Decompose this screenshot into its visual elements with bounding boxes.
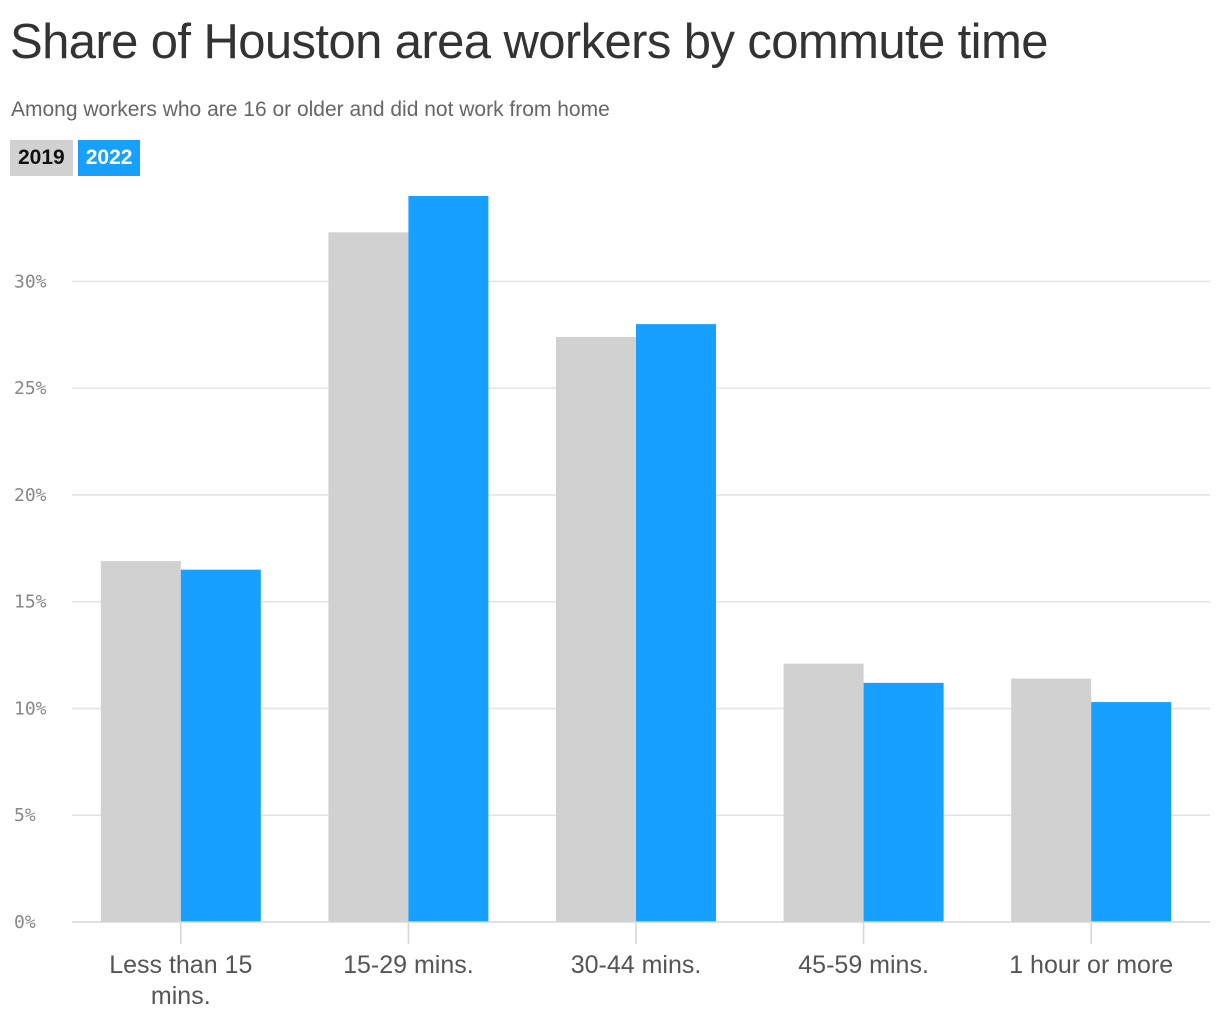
x-tick-label: 15-29 mins.	[343, 951, 474, 979]
y-tick-label: 25%	[14, 378, 47, 399]
bar-2022	[180, 569, 261, 922]
x-tick-label: Less than 15 mins.	[109, 951, 252, 1010]
y-axis-labels: 0% 5% 10% 15% 20% 25% 30%	[14, 271, 47, 933]
chart-title: Share of Houston area workers by commute…	[10, 15, 1048, 69]
x-axis-labels: Less than 15 mins. 15-29 mins. 30-44 mins. 4…	[109, 951, 1173, 1010]
bar-2022	[863, 682, 944, 922]
y-tick-label: 5%	[14, 805, 36, 826]
bar-2019	[328, 232, 409, 923]
y-tick-label: 15%	[14, 592, 47, 613]
bar-2022	[1091, 702, 1172, 922]
bar-2022	[636, 324, 716, 922]
legend: 2019 2022	[10, 140, 141, 176]
y-tick-label: 10%	[14, 698, 47, 719]
chart-subtitle: Among workers who are 16 or older and di…	[11, 98, 610, 121]
bar-2019	[783, 663, 864, 922]
x-tick-label: 30-44 mins.	[571, 951, 702, 979]
x-tick-label: 45-59 mins.	[798, 951, 929, 979]
bars	[100, 196, 1172, 923]
x-axis	[72, 921, 1210, 944]
y-tick-label: 30%	[14, 271, 47, 292]
bar-2019	[1011, 678, 1092, 922]
legend-item-2022: 2022	[77, 140, 141, 176]
bar-2019	[556, 336, 636, 922]
y-tick-label: 0%	[14, 912, 36, 933]
y-tick-label: 20%	[14, 485, 47, 506]
x-tick-label: 1 hour or more	[1009, 951, 1173, 979]
legend-item-2019: 2019	[10, 140, 73, 176]
bar-2022	[408, 196, 489, 922]
bar-2019	[100, 561, 181, 922]
